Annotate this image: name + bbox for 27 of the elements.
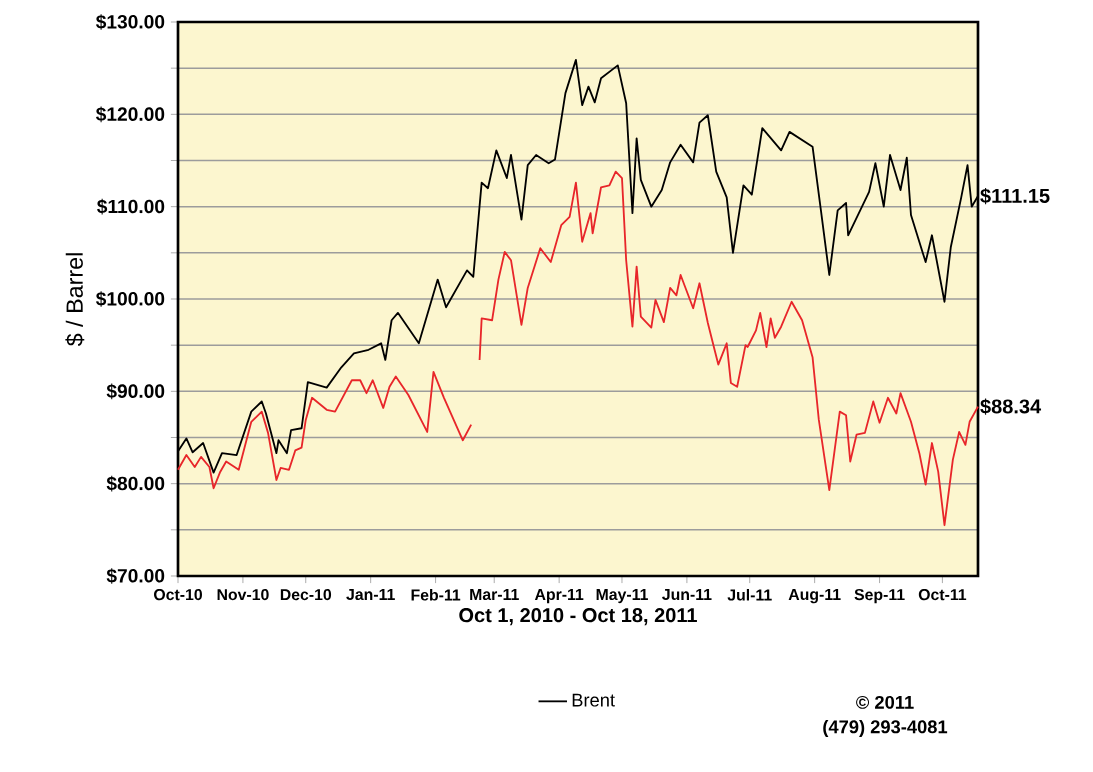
y-tick-label: $90.00 [106, 383, 165, 400]
y-tick-label: $110.00 [97, 198, 165, 215]
text: © 2011 [856, 695, 914, 709]
y-tick-label: $70.00 [106, 568, 165, 584]
x-tick-label: Sep-11 [854, 588, 905, 604]
x-tick-label: Nov-10 [217, 588, 269, 601]
x-tick-label: Feb-11 [411, 588, 461, 601]
x-tick-label: Jul-11 [727, 588, 772, 601]
annotation: $88.34 [980, 398, 1042, 415]
x-tick-label: Dec-10 [280, 588, 332, 601]
y-tick-label: $130.00 [95, 14, 165, 30]
x-axis-title: Oct 1, 2010 - Oct 18, 2011 [459, 608, 697, 626]
x-tick-label: Jun-11 [662, 588, 712, 601]
y-tick-label: $120.00 [95, 106, 165, 123]
y-tick-label: $100.00 [95, 291, 165, 307]
x-tick-label: May-11 [596, 588, 648, 604]
text: (479) 293-4081 [823, 719, 948, 737]
y-axis-title: $ / Barrel [65, 253, 85, 347]
x-tick-label: Oct-11 [918, 588, 967, 601]
x-tick-label: Jan-11 [346, 588, 395, 601]
x-tick-label: Mar-11 [470, 588, 519, 601]
annotation: $111.15 [980, 187, 1050, 205]
y-tick-label: $80.00 [106, 475, 165, 492]
x-tick-label: Aug-11 [788, 588, 841, 604]
x-tick-label: Apr-11 [534, 588, 584, 604]
x-tick-label: Oct-10 [154, 588, 202, 601]
legend-label: Brent [572, 693, 615, 707]
